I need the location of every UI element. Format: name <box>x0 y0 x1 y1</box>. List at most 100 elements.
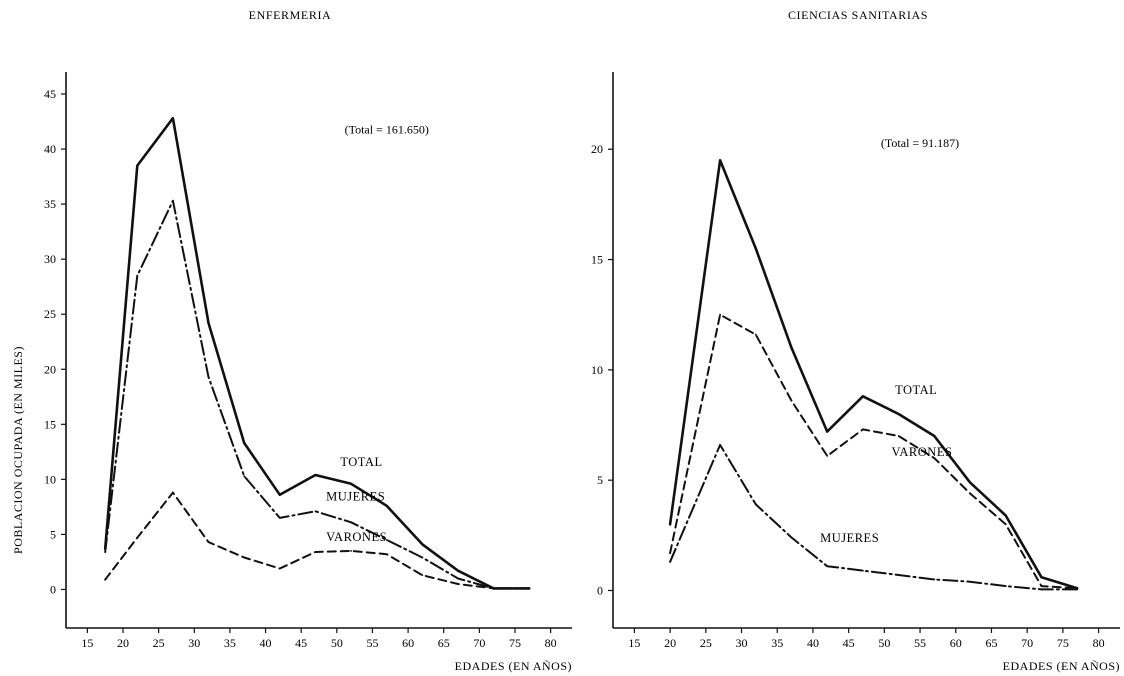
x-tick-label: 45 <box>843 636 855 650</box>
x-tick-label: 55 <box>914 636 926 650</box>
data-point <box>1040 576 1043 579</box>
data-point <box>790 346 793 349</box>
series-label: MUJERES <box>820 531 879 545</box>
data-point <box>492 587 495 590</box>
data-point <box>350 482 352 485</box>
y-tick-label: 20 <box>591 142 603 156</box>
data-point <box>669 523 672 526</box>
data-point <box>457 569 459 572</box>
data-point <box>457 583 459 585</box>
data-point <box>421 556 424 559</box>
x-tick-label: 75 <box>1057 636 1069 650</box>
data-point <box>385 539 388 541</box>
data-point <box>826 565 829 568</box>
y-tick-label: 25 <box>44 307 56 321</box>
data-point <box>1076 588 1079 591</box>
data-point <box>172 117 174 120</box>
data-point <box>385 553 388 556</box>
data-point <box>862 395 864 398</box>
data-point <box>314 474 317 476</box>
y-tick-label: 40 <box>44 142 56 156</box>
x-tick-label: 70 <box>473 636 485 650</box>
data-point <box>754 333 757 336</box>
x-tick-label: 50 <box>331 636 343 650</box>
data-point <box>278 493 281 496</box>
data-point <box>719 313 722 316</box>
data-point <box>172 491 174 494</box>
x-tick-label: 55 <box>366 636 378 650</box>
data-point <box>314 510 317 513</box>
y-tick-label: 45 <box>44 87 56 101</box>
chart-panel-1: ENFERMERIA 15 20 25 30 35 40 45 50 55 60 65 70 75 80 0 5… <box>11 8 572 673</box>
y-tick-label: 0 <box>597 583 603 597</box>
data-point <box>669 560 672 563</box>
series-line-varones <box>669 313 1079 590</box>
y-tick-label: 5 <box>50 527 56 541</box>
data-point <box>790 536 793 539</box>
data-point <box>1040 588 1043 591</box>
x-tick-label: 25 <box>700 636 712 650</box>
data-point <box>207 322 210 324</box>
y-axis-label: POBLACION OCUPADA (EN MILES) <box>11 346 25 554</box>
y-tick-label: 15 <box>591 253 603 267</box>
x-axis-label: EDADES (EN AÑOS) <box>455 659 572 673</box>
data-point <box>136 164 139 167</box>
data-point <box>207 541 210 544</box>
data-point <box>243 475 246 477</box>
data-point <box>314 551 317 553</box>
series-label: VARONES <box>891 445 952 459</box>
series-label: TOTAL <box>340 455 382 469</box>
series-label: VARONES <box>326 530 387 544</box>
x-tick-label: 40 <box>260 636 272 650</box>
data-point <box>1004 523 1007 526</box>
x-tick-label: 45 <box>295 636 307 650</box>
x-tick-label: 20 <box>664 636 676 650</box>
data-point <box>969 492 971 495</box>
chart-title: CIENCIAS SANITARIAS <box>788 8 928 22</box>
x-tick-label: 75 <box>509 636 521 650</box>
data-point <box>1004 585 1007 587</box>
data-point <box>104 551 107 553</box>
data-point <box>933 457 936 460</box>
y-tick-label: 30 <box>44 252 56 266</box>
x-tick-label: 80 <box>545 636 557 650</box>
data-point <box>457 577 459 580</box>
data-point <box>669 552 672 554</box>
x-tick-label: 15 <box>81 636 93 650</box>
data-point <box>528 587 531 590</box>
x-tick-label: 30 <box>736 636 748 650</box>
data-point <box>136 274 139 277</box>
x-tick-label: 65 <box>985 636 997 650</box>
data-point <box>897 413 900 415</box>
data-point <box>897 435 900 437</box>
y-tick-label: 20 <box>44 362 56 376</box>
y-tick-label: 5 <box>597 473 603 487</box>
y-tick-label: 10 <box>44 472 56 486</box>
data-point <box>136 536 139 539</box>
data-point <box>933 578 936 581</box>
y-tick-label: 10 <box>591 363 603 377</box>
data-point <box>826 455 829 457</box>
data-point <box>243 556 246 559</box>
data-point <box>862 428 864 431</box>
x-tick-label: 80 <box>1093 636 1105 650</box>
series-label: MUJERES <box>326 489 385 503</box>
y-tick-label: 15 <box>44 417 56 431</box>
data-point <box>790 399 793 402</box>
x-tick-label: 35 <box>771 636 783 650</box>
series-line-total <box>103 116 531 590</box>
series-line-mujeres <box>104 199 531 590</box>
data-point <box>385 504 388 507</box>
x-axis-label: EDADES (EN AÑOS) <box>1003 659 1120 673</box>
series-line-mujeres <box>669 443 1079 591</box>
x-tick-label: 35 <box>224 636 236 650</box>
x-tick-label: 60 <box>402 636 414 650</box>
x-tick-label: 60 <box>950 636 962 650</box>
series-label: TOTAL <box>895 383 937 397</box>
data-point <box>278 567 281 570</box>
total-annotation: (Total = 161.650) <box>345 123 429 137</box>
data-point <box>719 443 722 446</box>
data-point <box>421 543 424 546</box>
